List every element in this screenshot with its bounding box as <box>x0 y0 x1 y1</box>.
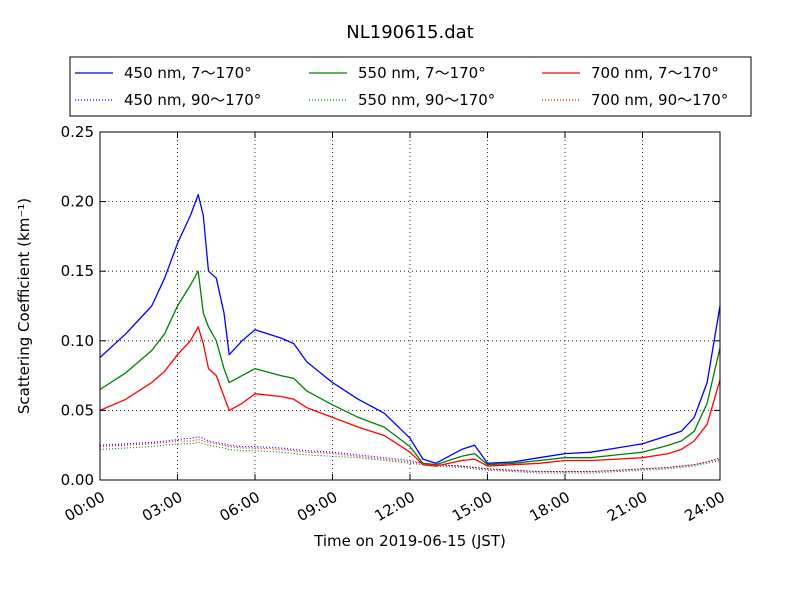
series-line-5 <box>99 439 721 473</box>
legend-label-4: 700 nm, 7～170° <box>591 64 719 82</box>
plot-series <box>99 193 721 474</box>
y-tick-label: 0.20 <box>61 193 94 211</box>
chart-title: NL190615.dat <box>346 22 473 43</box>
legend-box <box>69 56 752 117</box>
series-line-0 <box>99 193 721 464</box>
y-tick-label: 0.05 <box>61 401 94 419</box>
legend-label-5: 700 nm, 90～170° <box>591 91 728 109</box>
legend-label-2: 550 nm, 7～170° <box>358 64 486 82</box>
y-tick-label: 0.15 <box>61 262 94 280</box>
y-axis-label: Scattering Coefficient (km⁻¹) <box>15 198 33 414</box>
x-axis-label: Time on 2019-06-15 (JST) <box>313 532 506 550</box>
legend-label-1: 450 nm, 90～170° <box>124 91 261 109</box>
legend-label-3: 550 nm, 90～170° <box>358 91 495 109</box>
legend-label-0: 450 nm, 7～170° <box>124 64 252 82</box>
series-line-2 <box>99 270 721 466</box>
y-tick-label: 0.10 <box>61 332 94 350</box>
y-tick-label: 0.25 <box>61 123 94 141</box>
legend: 450 nm, 7～170° 450 nm, 90～170° 550 nm, 7～1… <box>69 56 752 117</box>
y-tick-label: 0.00 <box>61 471 94 489</box>
series-line-4 <box>99 326 721 467</box>
